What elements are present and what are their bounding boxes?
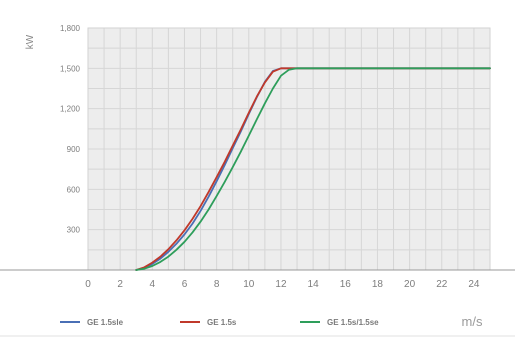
- x-tick-label: 24: [468, 279, 480, 290]
- legend: GE 1.5sle GE 1.5s GE 1.5s/1.5se: [60, 318, 379, 327]
- x-tick-label: 4: [150, 279, 156, 290]
- x-tick-label: 2: [117, 279, 123, 290]
- x-tick-label: 12: [275, 279, 287, 290]
- x-tick-label: 10: [243, 279, 255, 290]
- x-tick-label: 6: [182, 279, 188, 290]
- y-tick-label: 600: [67, 185, 81, 194]
- series-lines: [135, 67, 491, 271]
- series-line: [135, 67, 491, 271]
- y-tick-label: 300: [67, 226, 81, 235]
- x-tick-label: 14: [308, 279, 320, 290]
- y-tick-label: 1,200: [60, 105, 81, 114]
- y-tick-label: 1,800: [60, 24, 81, 33]
- x-tick-label: 22: [436, 279, 448, 290]
- legend-label: GE 1.5s: [207, 318, 237, 327]
- grid-lines: [88, 28, 490, 270]
- x-tick-labels: 0 2 4 6 8 10 12 14 16 18 20 22 24: [85, 279, 480, 290]
- y-tick-label: 900: [67, 145, 81, 154]
- y-tick-label: 1,500: [60, 64, 81, 73]
- y-axis-label: kW: [25, 34, 36, 49]
- x-tick-label: 16: [340, 279, 352, 290]
- x-tick-label: 0: [85, 279, 91, 290]
- x-tick-label: 8: [214, 279, 220, 290]
- x-tick-label: 18: [372, 279, 384, 290]
- legend-label: GE 1.5sle: [87, 318, 124, 327]
- y-tick-labels: 300 600 900 1,200 1,500 1,800: [60, 24, 81, 235]
- x-axis-unit-label: m/s: [462, 314, 483, 329]
- legend-label: GE 1.5s/1.5se: [327, 318, 379, 327]
- x-tick-label: 20: [404, 279, 416, 290]
